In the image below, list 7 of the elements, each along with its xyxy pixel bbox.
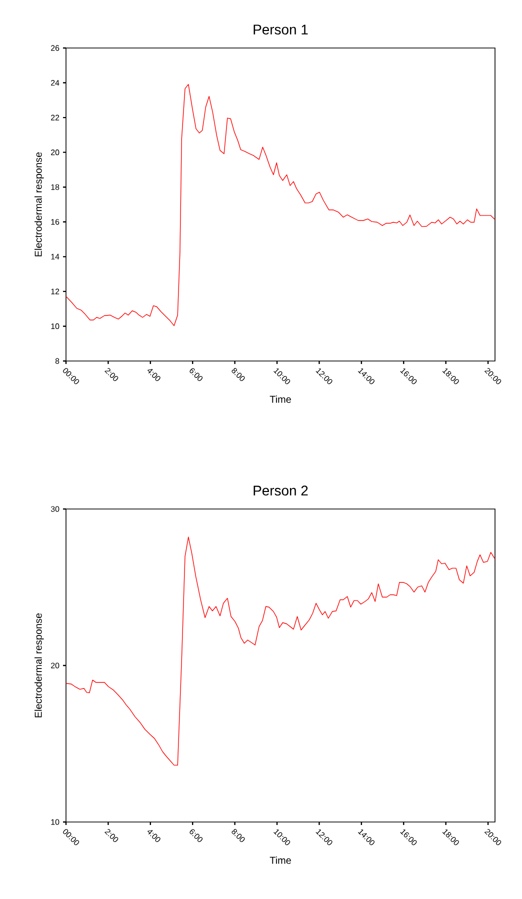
chart-title: Person 2 (254, 486, 308, 496)
y-axis-title: Electrodermal response (34, 152, 44, 256)
x-axis-title: Time (270, 856, 291, 864)
chart-title: Person 1 (254, 24, 308, 35)
y-axis-title: Electrodermal response (34, 613, 44, 718)
line-series (66, 536, 496, 766)
x-axis-title: Time (270, 396, 291, 403)
